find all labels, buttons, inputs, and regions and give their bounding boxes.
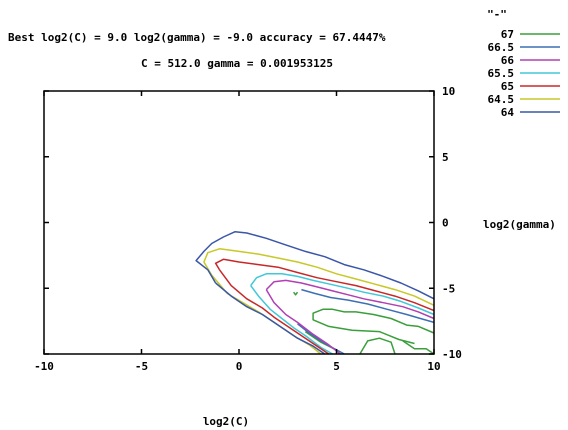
x-tick-label: 0 — [236, 360, 243, 373]
legend-label-67: 67 — [501, 28, 514, 41]
y-tick-label: -5 — [442, 282, 455, 295]
series-64-group — [195, 230, 435, 355]
contour-line-64-1 — [195, 230, 435, 300]
y-tick-label: 0 — [442, 217, 449, 230]
series-65-group — [214, 258, 435, 355]
legend-label-65.5: 65.5 — [488, 67, 515, 80]
contour-line-65-1 — [214, 258, 435, 312]
legend-label-64.5: 64.5 — [488, 93, 515, 106]
contour-line-67-4 — [293, 291, 299, 296]
y-tick-label: 10 — [442, 85, 455, 98]
legend-label-64: 64 — [501, 106, 515, 119]
x-tick-label: -10 — [34, 360, 54, 373]
x-tick-label: 5 — [333, 360, 340, 373]
series-66-group — [265, 279, 435, 355]
contour-line-66.5-1 — [301, 288, 435, 324]
y-axis-label: log2(gamma) — [483, 218, 556, 231]
x-axis-label: log2(C) — [203, 415, 249, 428]
contour-line-67-1 — [359, 337, 396, 355]
contour-line-67-3 — [312, 308, 435, 345]
legend-label-66.5: 66.5 — [488, 41, 515, 54]
series-65.5-group — [250, 273, 435, 355]
x-tick-label: -5 — [135, 360, 148, 373]
legend-title: "-" — [487, 8, 507, 21]
x-axis-ticks: -10 -5 0 5 10 — [34, 91, 441, 373]
contour-line-67-2 — [402, 340, 435, 355]
legend-label-65: 65 — [501, 80, 514, 93]
y-tick-label: 5 — [442, 151, 449, 164]
y-axis-ticks: -10 -5 0 5 10 — [44, 85, 462, 361]
contour-line-66-0 — [265, 289, 341, 355]
contour-line-64-0 — [215, 282, 326, 355]
contour-line-65.5-0 — [250, 285, 333, 355]
chart-title: Best log2(C) = 9.0 log2(gamma) = -9.0 ac… — [8, 31, 386, 44]
x-tick-label: 10 — [427, 360, 440, 373]
contour-line-65.5-1 — [250, 273, 435, 316]
contour-line-65-0 — [218, 269, 330, 355]
contour-line-64.5-1 — [203, 248, 435, 306]
contour-line-66-1 — [265, 279, 435, 320]
y-tick-label: -10 — [442, 348, 462, 361]
chart-subtitle: C = 512.0 gamma = 0.001953125 — [141, 57, 333, 70]
contour-series-layer — [195, 230, 435, 355]
legend-label-66: 66 — [501, 54, 515, 67]
